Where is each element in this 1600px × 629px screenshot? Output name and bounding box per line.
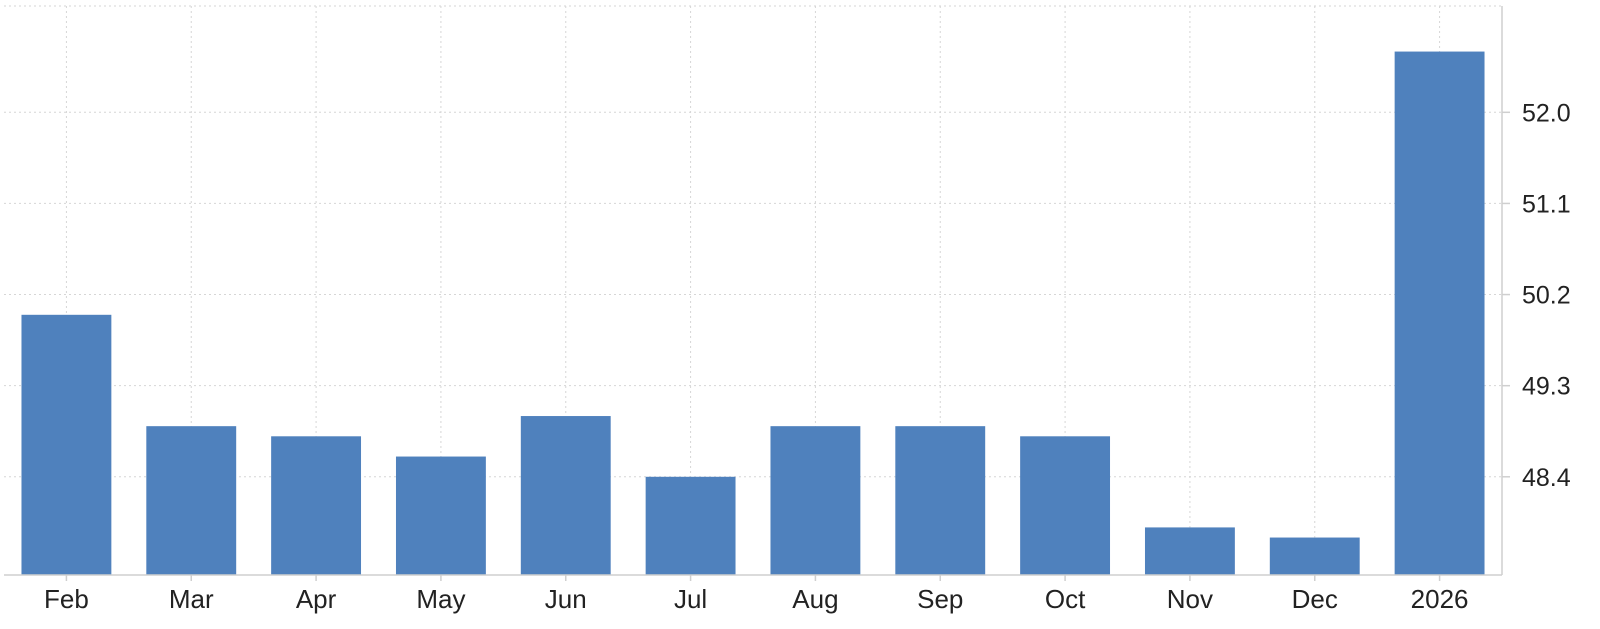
y-tick-label: 48.4 bbox=[1522, 464, 1571, 492]
x-tick-label: Jul bbox=[674, 584, 707, 614]
axis-layer bbox=[4, 6, 1510, 581]
bar-nov bbox=[1144, 527, 1235, 575]
x-tick-label: Apr bbox=[296, 584, 337, 614]
y-tick-labels: 48.4 49.3 50.2 51.1 52.0 bbox=[1522, 99, 1571, 491]
x-tick-label: Feb bbox=[44, 584, 89, 614]
x-tick-label: 2026 bbox=[1411, 584, 1469, 614]
bars-layer bbox=[21, 51, 1485, 576]
x-tick-label: Aug bbox=[792, 584, 838, 614]
x-tick-label: Dec bbox=[1292, 584, 1338, 614]
bar-oct bbox=[1020, 436, 1111, 575]
bar-may bbox=[395, 456, 486, 575]
bar-apr bbox=[271, 436, 362, 575]
bar-sep bbox=[895, 426, 986, 575]
x-tick-label: Oct bbox=[1045, 584, 1086, 614]
x-tick-label: Sep bbox=[917, 584, 963, 614]
bar-jul bbox=[645, 476, 736, 575]
x-tick-label: May bbox=[416, 584, 465, 614]
bar-dec bbox=[1269, 537, 1360, 575]
bar-2026 bbox=[1394, 51, 1485, 576]
bar-aug bbox=[770, 426, 861, 575]
x-tick-label: Nov bbox=[1167, 584, 1213, 614]
y-tick-label: 51.1 bbox=[1522, 190, 1571, 218]
bar-jun bbox=[520, 416, 611, 575]
y-tick-label: 49.3 bbox=[1522, 373, 1571, 401]
y-tick-label: 52.0 bbox=[1522, 99, 1571, 127]
x-tick-label: Mar bbox=[169, 584, 214, 614]
x-tick-label: Jun bbox=[545, 584, 587, 614]
bar-mar bbox=[146, 426, 237, 575]
x-tick-labels: Feb Mar Apr May Jun Jul Aug Sep Oct Nov Dec 2026 bbox=[44, 584, 1468, 614]
y-tick-label: 50.2 bbox=[1522, 282, 1571, 310]
bar-feb bbox=[21, 314, 112, 575]
